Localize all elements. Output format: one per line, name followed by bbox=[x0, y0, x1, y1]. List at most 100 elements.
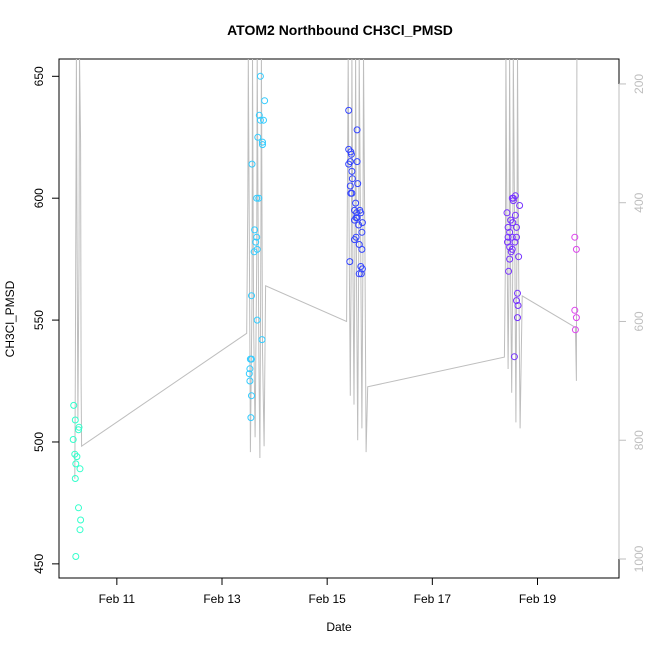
x-tick-label: Feb 17 bbox=[414, 592, 452, 606]
data-point bbox=[75, 423, 83, 431]
data-point bbox=[513, 297, 520, 305]
data-point bbox=[506, 255, 514, 263]
x-axis-label: Date bbox=[326, 620, 352, 634]
data-point bbox=[504, 223, 512, 231]
data-point bbox=[351, 236, 358, 244]
data-point bbox=[348, 189, 356, 197]
data-point bbox=[347, 150, 355, 158]
data-point bbox=[245, 370, 253, 378]
data-point bbox=[345, 106, 353, 114]
data-point bbox=[511, 238, 519, 246]
data-point bbox=[348, 175, 356, 183]
data-point bbox=[348, 167, 356, 175]
data-point bbox=[351, 216, 358, 224]
data-point bbox=[73, 453, 81, 461]
right-tick-label: 400 bbox=[632, 192, 646, 212]
data-point bbox=[248, 292, 255, 300]
x-tick-label: Feb 15 bbox=[308, 592, 346, 606]
data-point bbox=[503, 209, 511, 217]
data-point bbox=[515, 253, 523, 261]
y-tick-label: 600 bbox=[32, 188, 46, 208]
right-tick-label: 200 bbox=[632, 74, 646, 94]
y-tick-label: 550 bbox=[32, 310, 46, 330]
data-point bbox=[255, 194, 263, 202]
data-point bbox=[250, 248, 258, 256]
data-point bbox=[248, 355, 255, 363]
data-point bbox=[516, 202, 524, 209]
data-point bbox=[72, 553, 80, 560]
data-point bbox=[571, 233, 579, 241]
data-point bbox=[259, 138, 266, 146]
x-tick-label: Feb 11 bbox=[99, 592, 136, 606]
right-tick-label: 600 bbox=[632, 311, 646, 331]
data-point bbox=[71, 416, 79, 424]
data-point bbox=[507, 248, 515, 256]
data-point bbox=[354, 180, 362, 188]
y-tick-label: 650 bbox=[32, 66, 46, 86]
data-point bbox=[255, 111, 263, 119]
data-point bbox=[509, 197, 517, 205]
data-point bbox=[514, 314, 521, 322]
data-point bbox=[256, 116, 264, 124]
data-point bbox=[71, 475, 79, 482]
data-point bbox=[75, 426, 82, 434]
data-point bbox=[69, 436, 77, 443]
data-point bbox=[509, 219, 517, 227]
data-point bbox=[346, 258, 354, 266]
data-point bbox=[253, 316, 261, 324]
x-tick-label: Feb 13 bbox=[203, 592, 241, 606]
right-tick-label: 1000 bbox=[632, 545, 646, 572]
chart-title: ATOM2 Northbound CH3Cl_PMSD bbox=[227, 22, 453, 38]
data-point bbox=[353, 158, 361, 166]
data-point bbox=[511, 211, 519, 219]
y-tick-label: 500 bbox=[32, 432, 46, 452]
right-tick-label: 800 bbox=[632, 430, 646, 450]
data-point bbox=[571, 326, 579, 334]
data-point bbox=[72, 460, 80, 468]
data-point bbox=[504, 233, 512, 241]
altitude-trace-line bbox=[74, 59, 578, 479]
x-axis: Feb 11 Feb 13 Feb 15 Feb 17 Feb 19 bbox=[99, 577, 557, 606]
data-point bbox=[70, 401, 78, 409]
data-point bbox=[247, 414, 255, 422]
data-point bbox=[248, 160, 256, 168]
data-point bbox=[76, 526, 84, 534]
data-point bbox=[246, 365, 254, 373]
data-point bbox=[258, 336, 266, 344]
data-point bbox=[251, 226, 259, 234]
data-point bbox=[75, 504, 82, 512]
data-point bbox=[505, 267, 513, 275]
data-points bbox=[69, 72, 580, 560]
right-axis: 200 400 600 800 1000 bbox=[618, 74, 646, 572]
data-point bbox=[358, 228, 366, 236]
data-point bbox=[253, 194, 261, 202]
data-point bbox=[346, 182, 354, 190]
data-point bbox=[260, 116, 267, 124]
data-point bbox=[510, 353, 518, 361]
altitude-trace bbox=[74, 59, 578, 479]
data-point bbox=[357, 270, 365, 278]
data-point bbox=[353, 209, 361, 217]
data-point bbox=[259, 141, 266, 149]
data-point bbox=[261, 97, 269, 105]
data-point bbox=[256, 72, 264, 80]
x-tick-label: Feb 19 bbox=[519, 592, 557, 606]
data-point bbox=[357, 209, 365, 217]
data-point bbox=[572, 314, 580, 322]
data-point bbox=[513, 233, 520, 241]
data-point bbox=[358, 265, 366, 273]
data-point bbox=[358, 219, 366, 227]
data-point bbox=[358, 245, 366, 253]
data-point bbox=[246, 377, 254, 385]
data-point bbox=[248, 392, 255, 400]
data-point bbox=[513, 223, 520, 231]
data-point bbox=[514, 302, 522, 309]
data-point bbox=[355, 270, 363, 278]
data-point bbox=[254, 133, 262, 141]
data-point bbox=[345, 160, 353, 168]
y-axis: 450 500 550 600 650 bbox=[32, 66, 60, 574]
data-point bbox=[355, 221, 363, 229]
y-axis-label: CH3Cl_PMSD bbox=[3, 280, 17, 357]
data-point bbox=[353, 126, 361, 134]
